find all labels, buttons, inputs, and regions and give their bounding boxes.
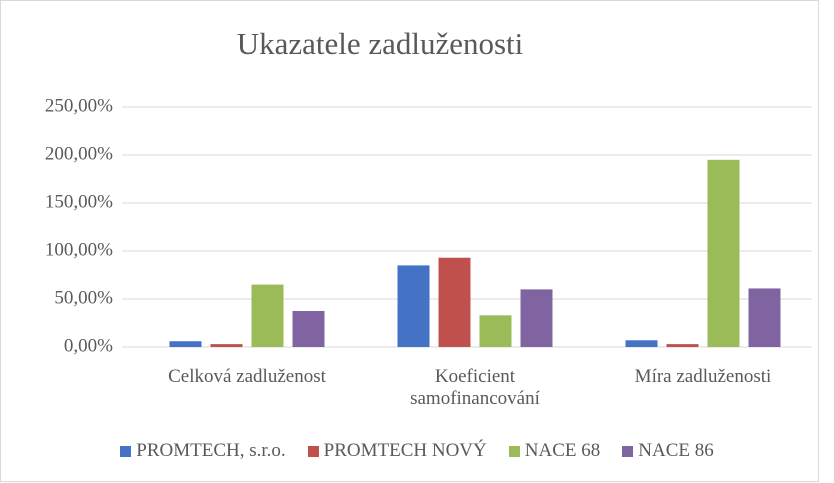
- legend-item: NACE 86: [622, 440, 714, 462]
- legend-swatch: [508, 445, 520, 457]
- bar: [210, 344, 243, 347]
- x-tick-label: Míra zadluženosti: [634, 366, 772, 387]
- bar: [479, 315, 512, 347]
- x-tick-label: Celková zadluženost: [168, 366, 326, 387]
- bar: [397, 265, 430, 347]
- legend-item: NACE 68: [508, 440, 601, 462]
- legend-item: PROMTECH NOVÝ: [307, 440, 487, 462]
- y-tick-label: 200,00%: [45, 143, 113, 164]
- legend-label: NACE 86: [638, 440, 714, 461]
- legend-swatch: [307, 445, 319, 457]
- bar: [438, 257, 471, 347]
- bar: [520, 289, 553, 347]
- chart-border: [0, 0, 819, 482]
- bar: [748, 288, 781, 347]
- y-tick-label: 50,00%: [54, 287, 113, 308]
- chart-title: Ukazatele zadluženosti: [237, 26, 524, 61]
- bar: [625, 340, 658, 347]
- y-tick-label: 150,00%: [45, 191, 113, 212]
- bar: [666, 344, 699, 347]
- legend-swatch: [622, 445, 634, 457]
- bar: [707, 159, 740, 347]
- y-tick-label: 0,00%: [64, 335, 113, 356]
- x-tick-label: Koeficient samofinancování: [410, 366, 540, 409]
- y-tick-label: 250,00%: [45, 95, 113, 116]
- legend-label: PROMTECH NOVÝ: [323, 440, 487, 461]
- bar: [292, 311, 325, 347]
- bar: [169, 341, 202, 347]
- legend: PROMTECH, s.r.o. PROMTECH NOVÝ NACE 68 NACE…: [0, 440, 834, 462]
- y-tick-label: 100,00%: [45, 239, 113, 260]
- legend-label: NACE 68: [524, 440, 601, 461]
- legend-item: PROMTECH, s.r.o.: [120, 440, 286, 462]
- legend-label: PROMTECH, s.r.o.: [136, 440, 286, 461]
- legend-swatch: [120, 445, 132, 457]
- bar: [251, 284, 284, 347]
